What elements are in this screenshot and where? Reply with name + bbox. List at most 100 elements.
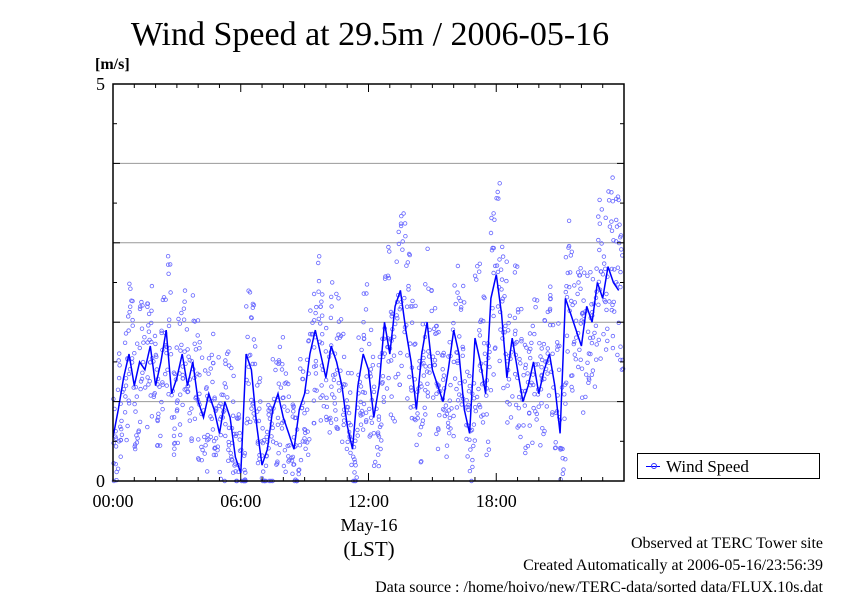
data-point: [609, 219, 614, 224]
data-point: [302, 439, 308, 444]
data-point: [230, 470, 236, 475]
data-point: [467, 468, 473, 474]
data-point: [465, 369, 470, 374]
data-point: [243, 470, 248, 475]
data-point: [316, 289, 321, 294]
data-point: [494, 263, 500, 268]
footer-observed: Observed at TERC Tower site: [630, 535, 823, 552]
data-point: [375, 445, 380, 450]
data-point: [189, 436, 194, 441]
data-point: [499, 277, 505, 282]
data-point: [522, 403, 527, 408]
data-point: [328, 420, 334, 425]
data-point: [577, 273, 582, 278]
data-point: [376, 414, 382, 419]
data-point: [155, 417, 160, 422]
data-point: [427, 364, 432, 369]
data-point: [206, 356, 212, 361]
data-point: [545, 346, 550, 351]
data-point: [128, 286, 133, 291]
data-point: [283, 371, 289, 376]
data-point: [222, 381, 227, 386]
data-point: [176, 316, 181, 322]
data-point: [132, 444, 137, 449]
data-point: [492, 346, 498, 351]
data-point: [423, 282, 428, 287]
data-point: [230, 413, 236, 418]
data-point: [611, 238, 616, 243]
data-point: [386, 244, 391, 250]
data-point: [247, 352, 253, 358]
data-point: [316, 278, 322, 284]
data-point: [381, 399, 386, 404]
data-point: [489, 247, 495, 253]
data-point: [415, 416, 420, 421]
data-point: [382, 276, 388, 281]
data-point: [585, 273, 590, 278]
data-point: [515, 310, 521, 315]
data-point: [115, 387, 121, 392]
data-point: [571, 341, 576, 347]
data-point: [274, 441, 279, 446]
data-point: [562, 392, 567, 397]
data-point: [303, 430, 308, 436]
data-point: [565, 270, 570, 276]
data-point: [436, 427, 441, 432]
data-point: [352, 457, 357, 462]
data-point: [614, 224, 620, 229]
data-point: [395, 316, 400, 321]
data-point: [537, 341, 542, 346]
data-point: [210, 427, 216, 432]
data-point: [197, 391, 202, 396]
data-point: [197, 340, 202, 345]
data-point: [275, 415, 281, 421]
data-point: [505, 420, 510, 425]
data-point: [201, 434, 207, 440]
data-point: [193, 347, 199, 352]
data-point: [567, 284, 572, 290]
data-point: [504, 259, 509, 264]
data-point: [477, 261, 482, 266]
data-point: [458, 307, 464, 312]
data-point: [507, 313, 512, 318]
data-point: [145, 375, 150, 380]
data-point: [409, 320, 415, 325]
data-point: [290, 471, 295, 476]
data-point: [202, 451, 207, 456]
data-point: [129, 356, 135, 361]
data-point: [341, 354, 347, 360]
data-point: [134, 440, 140, 445]
data-point: [195, 456, 201, 461]
data-point: [196, 437, 201, 442]
data-point: [380, 380, 385, 385]
data-point: [341, 422, 346, 428]
data-point: [407, 374, 412, 380]
data-point: [516, 394, 522, 400]
data-point: [408, 304, 413, 309]
data-point: [569, 373, 574, 378]
data-point: [599, 241, 604, 246]
data-point: [435, 350, 440, 356]
data-point: [118, 454, 123, 459]
data-point: [332, 401, 337, 406]
data-point: [597, 221, 602, 226]
data-point: [521, 423, 526, 428]
data-point: [573, 357, 578, 362]
data-point: [441, 353, 446, 358]
data-point: [359, 347, 364, 353]
data-point: [534, 411, 539, 417]
data-point: [199, 444, 204, 450]
data-point: [396, 241, 402, 247]
data-point: [569, 298, 574, 304]
data-point: [209, 416, 214, 421]
data-point: [367, 406, 372, 412]
data-point: [535, 362, 540, 367]
data-point: [212, 397, 217, 402]
data-point: [177, 392, 183, 397]
data-point: [148, 393, 153, 398]
data-point: [358, 399, 363, 405]
data-point: [447, 398, 452, 403]
data-point: [501, 385, 506, 391]
data-point: [291, 404, 296, 409]
x-tick-label: 06:00: [220, 491, 261, 511]
